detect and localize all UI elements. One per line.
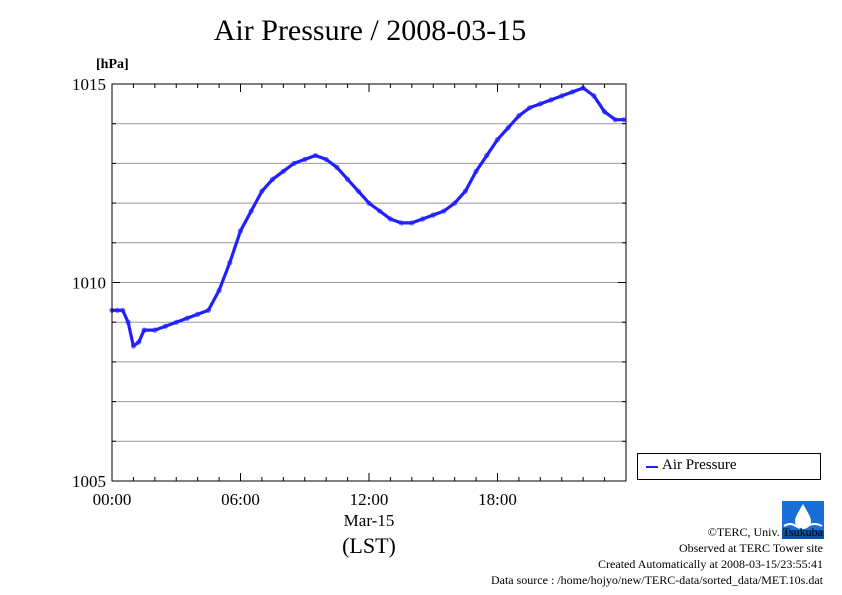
data-point (548, 97, 554, 103)
data-point (216, 287, 222, 294)
data-point (270, 176, 276, 182)
data-point (441, 208, 447, 214)
x-tick-label: 18:00 (478, 490, 517, 509)
data-point (291, 160, 297, 166)
data-point (473, 168, 479, 174)
data-point (516, 113, 522, 119)
data-point (430, 212, 436, 218)
chart-title: Air Pressure / 2008-03-15 (213, 14, 527, 47)
data-point (130, 343, 137, 349)
data-point (505, 125, 511, 131)
series-air-pressure (109, 85, 627, 349)
legend-swatch (646, 466, 658, 468)
x-tick-label: 12:00 (350, 490, 389, 509)
legend-label: Air Pressure (662, 457, 737, 473)
site-text: Observed at TERC Tower site (678, 541, 823, 555)
axis-ticks (111, 83, 627, 482)
y-tick-label: 1005 (72, 472, 106, 491)
data-point (205, 307, 211, 313)
data-point (141, 327, 147, 333)
x-tick-label: 06:00 (221, 490, 260, 509)
data-point (323, 156, 329, 163)
data-point (237, 228, 244, 234)
y-tick-label: 1015 (72, 75, 106, 94)
grid-lines (112, 123, 626, 442)
data-point (387, 216, 394, 222)
data-point (452, 200, 458, 206)
data-point (114, 307, 120, 313)
terc-logo (782, 501, 824, 539)
x-tick-label: 00:00 (93, 490, 132, 509)
data-point (280, 168, 286, 174)
data-point (419, 216, 426, 222)
data-point (398, 220, 404, 226)
data-point (302, 156, 308, 163)
source-text: Data source : /home/hojyo/new/TERC-data/… (490, 573, 823, 587)
series-line (110, 86, 626, 348)
data-point (125, 319, 131, 325)
data-point (355, 188, 361, 194)
date-label: Mar-15 (344, 511, 395, 530)
data-point (152, 327, 158, 333)
data-point (601, 109, 608, 115)
data-point (184, 315, 190, 321)
data-point (569, 89, 576, 95)
data-point (612, 117, 618, 123)
data-point (120, 307, 126, 313)
data-point (227, 260, 233, 266)
legend: Air Pressure (637, 453, 821, 480)
data-point (195, 311, 201, 317)
data-point (494, 136, 501, 143)
copyright-text: ©TERC, Univ. Tsukuba (707, 525, 823, 539)
data-point (344, 176, 351, 182)
y-tick-label: 1010 (72, 274, 106, 293)
data-point (484, 152, 490, 159)
data-point (537, 101, 543, 107)
data-point (173, 319, 179, 325)
created-text: Created Automatically at 2008-03-15/23:5… (598, 557, 823, 571)
data-point (527, 105, 533, 111)
credits-block: ©TERC, Univ. Tsukuba Observed at TERC To… (491, 524, 823, 588)
data-point (462, 188, 468, 194)
data-point (366, 200, 372, 206)
data-point (334, 164, 340, 170)
x-axis-label: (LST) (342, 533, 396, 558)
data-point (259, 188, 265, 194)
data-point (591, 93, 597, 99)
data-point (559, 93, 565, 99)
data-point (162, 323, 169, 329)
data-point (409, 220, 415, 226)
data-point (136, 339, 142, 345)
data-point (248, 208, 254, 214)
data-point (377, 208, 383, 214)
y-axis-label: [hPa] (96, 57, 129, 72)
axis-labels: 1005 1010 1015 00:00 06:00 12:00 18:00 [hPa] Mar… (72, 57, 517, 558)
data-point (312, 152, 319, 159)
